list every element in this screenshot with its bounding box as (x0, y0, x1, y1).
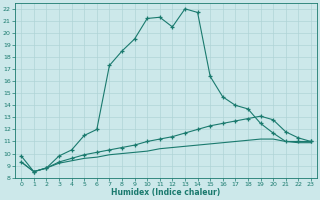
X-axis label: Humidex (Indice chaleur): Humidex (Indice chaleur) (111, 188, 221, 197)
